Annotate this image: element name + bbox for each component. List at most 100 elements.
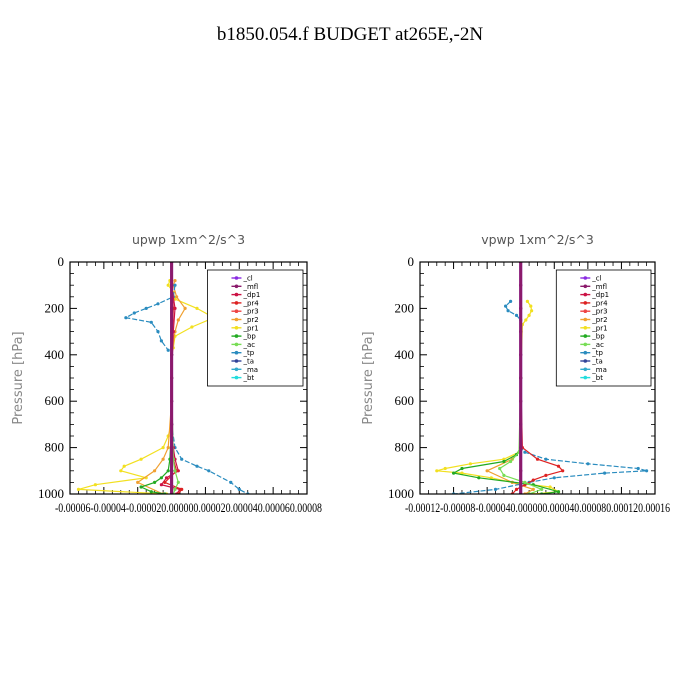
- data-point-ac: [173, 487, 177, 491]
- legend-label: _pr4: [591, 299, 608, 307]
- data-point-pr1: [76, 487, 81, 491]
- legend-marker: [234, 342, 239, 347]
- data-point-tp: [229, 480, 233, 484]
- data-point-tp: [180, 457, 184, 461]
- data-point-pr1: [119, 469, 123, 473]
- data-point-bp: [159, 476, 163, 480]
- panel-title: upwp 1xm^2/s^3: [132, 232, 245, 247]
- data-point-mfl: [519, 469, 523, 473]
- y-tick-label: 0: [58, 254, 65, 269]
- panel-title: vpwp 1xm^2/s^3: [481, 232, 594, 247]
- data-point-mfl: [170, 399, 174, 403]
- data-point-bp: [149, 490, 153, 494]
- legend-label: _bt: [242, 374, 254, 382]
- data-point-pr2: [485, 469, 489, 473]
- legend-marker: [234, 292, 239, 297]
- legend-marker: [234, 317, 239, 322]
- legend-label: _tp: [591, 349, 603, 357]
- data-point-pr2: [161, 457, 165, 461]
- series-line-pr2: [136, 280, 186, 494]
- data-point-mfl: [170, 376, 174, 380]
- data-point-ac: [523, 480, 527, 484]
- y-tick-label: 400: [45, 347, 65, 362]
- y-tick-label: 800: [45, 440, 65, 455]
- data-point-pr4: [556, 464, 561, 468]
- data-point-pr1: [489, 476, 493, 480]
- series-line-dp1: [160, 285, 182, 494]
- legend-label: _cl: [242, 275, 252, 283]
- data-point-pr4: [531, 478, 535, 482]
- legend-label: _pr1: [242, 324, 258, 332]
- data-point-pr2: [136, 480, 140, 484]
- data-point-pr4: [561, 469, 565, 473]
- y-axis-label: Pressure [hPa]: [11, 331, 26, 424]
- legend-label: _cl: [591, 275, 601, 283]
- data-point-mfl: [519, 422, 523, 426]
- data-point-pr1: [460, 471, 464, 475]
- data-point-pr4: [163, 480, 167, 484]
- data-point-mfl: [519, 306, 523, 310]
- data-point-tp: [645, 469, 649, 473]
- series-line-ac: [498, 377, 544, 494]
- legend-label: _mfl: [242, 283, 258, 291]
- x-tick-labels: -0.00012-0.00008-0.000040.000000.000040.…: [405, 501, 670, 515]
- legend-label: _ma: [242, 366, 258, 374]
- data-point-tp: [149, 320, 153, 324]
- y-axis-label: Pressure [hPa]: [361, 331, 376, 424]
- legend-marker: [234, 375, 239, 380]
- data-point-ac: [509, 459, 513, 464]
- series-line-pr2: [485, 377, 535, 494]
- legend-label: _mfl: [591, 283, 607, 291]
- data-point-mfl: [519, 330, 523, 334]
- data-point-tp: [156, 302, 160, 306]
- legend-label: _bt: [591, 374, 603, 382]
- plot-frame: [419, 261, 656, 495]
- data-point-tp: [552, 476, 556, 480]
- data-point-pr2: [153, 469, 157, 473]
- legend-label: _ma: [591, 366, 607, 374]
- data-point-bp: [139, 485, 143, 489]
- legend-label: _bp: [591, 333, 605, 341]
- data-point-dp1: [159, 483, 163, 487]
- y-tick-label: 1000: [388, 486, 414, 501]
- data-point-pr4: [535, 457, 540, 461]
- data-point-tp: [506, 309, 510, 313]
- data-point-tp: [586, 462, 590, 466]
- data-point-pr2: [175, 295, 179, 299]
- plot-frame: [69, 261, 308, 495]
- data-point-bp: [556, 490, 561, 494]
- data-point-mfl: [519, 446, 523, 450]
- data-point-tp: [636, 466, 640, 471]
- data-point-pr1: [139, 457, 143, 461]
- legend-label: _tp: [242, 349, 254, 357]
- data-point-mfl: [170, 469, 174, 473]
- legend-marker: [234, 301, 239, 305]
- data-point-tp: [195, 464, 199, 468]
- legend-label: _pr3: [591, 308, 607, 316]
- data-point-tp: [509, 299, 513, 303]
- legend-marker: [583, 367, 588, 372]
- legend-label: _dp1: [591, 291, 609, 299]
- data-point-pr4: [514, 487, 519, 491]
- legend-marker: [234, 284, 239, 289]
- data-point-bp: [477, 476, 481, 480]
- data-point-tp: [514, 313, 519, 317]
- y-tick-label: 0: [408, 254, 415, 269]
- panel-vpwp: vpwp 1xm^2/s^3 Pressure [hPa] 0 200 400 600 80…: [361, 232, 670, 515]
- legend-label: _pr2: [591, 316, 607, 324]
- data-point-pr2: [173, 279, 177, 283]
- data-point-tp: [237, 487, 241, 491]
- legend-marker: [583, 375, 588, 380]
- legend-label: _pr2: [242, 316, 258, 324]
- series-line-pr1: [436, 301, 561, 494]
- legend-marker: [234, 276, 239, 280]
- series-line-pr1: [78, 280, 216, 494]
- data-point-mfl: [170, 422, 174, 426]
- data-point-tp: [159, 339, 163, 343]
- data-point-mfl: [170, 446, 174, 450]
- data-point-pr1: [529, 304, 533, 308]
- data-point-mfl: [170, 283, 174, 287]
- data-point-pr2: [183, 306, 187, 310]
- legend-marker: [583, 292, 588, 297]
